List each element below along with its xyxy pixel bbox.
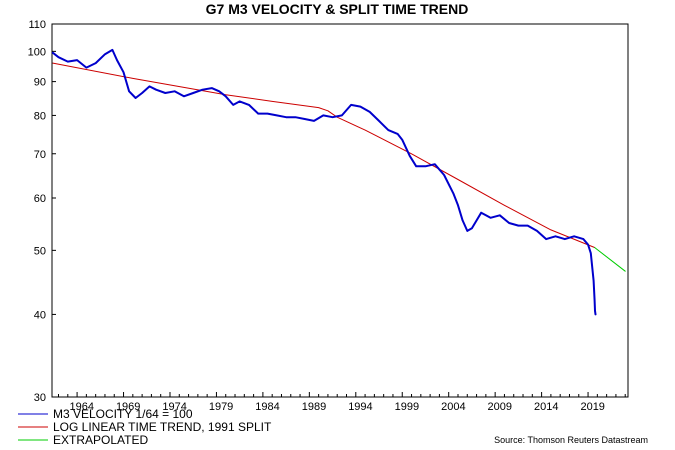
- chart-title: G7 M3 VELOCITY & SPLIT TIME TREND: [206, 1, 469, 17]
- velocity-series-line: [51, 48, 597, 316]
- plot-frame: [51, 23, 629, 398]
- x-tick-label: 1964: [69, 401, 93, 413]
- plot-lines: [51, 48, 626, 316]
- y-tick-label: 110: [28, 19, 46, 31]
- x-tick-label: 2014: [534, 401, 558, 413]
- x-tick-label: 1989: [302, 401, 326, 413]
- y-tick-label: 60: [34, 193, 46, 205]
- legend-label: EXTRAPOLATED: [53, 433, 148, 447]
- x-tick-label: 1984: [255, 401, 279, 413]
- x-tick-label: 1979: [209, 401, 233, 413]
- legend-item-extrapolated: EXTRAPOLATED: [18, 433, 148, 447]
- x-tick-label: 1974: [162, 401, 186, 413]
- y-tick-label: 70: [34, 149, 46, 161]
- x-tick-label: 2009: [488, 401, 512, 413]
- legend-item-velocity: M3 VELOCITY 1/64 = 100: [18, 407, 193, 421]
- x-tick-label: 1994: [348, 401, 372, 413]
- y-tick-label: 100: [28, 46, 46, 58]
- legend-item-trend: LOG LINEAR TIME TREND, 1991 SPLIT: [18, 420, 272, 434]
- source-note: Source: Thomson Reuters Datastream: [494, 435, 648, 445]
- x-tick-label: 2019: [580, 401, 604, 413]
- y-tick-label: 80: [34, 110, 46, 122]
- y-axis: 30 40 50 60 70 80 90 100 110: [28, 19, 56, 404]
- legend-label: LOG LINEAR TIME TREND, 1991 SPLIT: [53, 420, 272, 434]
- y-tick-label: 50: [34, 245, 46, 257]
- legend-label: M3 VELOCITY 1/64 = 100: [53, 407, 193, 421]
- x-tick-label: 1969: [116, 401, 140, 413]
- x-tick-label: 2004: [441, 401, 465, 413]
- x-tick-label: 1999: [395, 401, 419, 413]
- x-axis: 1964 1969 1974 1979 1984 1989 1994 1999 2004 2009…: [58, 392, 626, 413]
- y-tick-label: 30: [34, 392, 46, 404]
- extrapolated-series-line: [594, 247, 626, 272]
- y-tick-label: 90: [34, 77, 46, 89]
- trend-series-line: [52, 62, 596, 248]
- y-tick-label: 40: [34, 309, 46, 321]
